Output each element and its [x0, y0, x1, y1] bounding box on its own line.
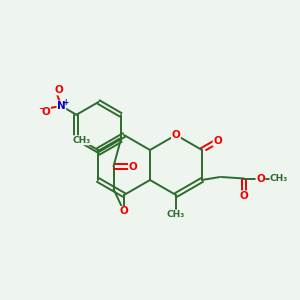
Text: O: O [213, 136, 222, 146]
Text: CH₃: CH₃ [72, 136, 90, 145]
Text: O: O [120, 206, 128, 217]
Text: O: O [129, 161, 137, 172]
Text: −: − [38, 103, 45, 112]
Text: O: O [240, 191, 248, 201]
Text: CH₃: CH₃ [270, 174, 288, 183]
Text: O: O [54, 85, 63, 95]
Text: CH₃: CH₃ [167, 210, 185, 219]
Text: N: N [57, 101, 66, 111]
Text: O: O [42, 107, 50, 117]
Text: +: + [62, 98, 68, 106]
Text: O: O [172, 130, 180, 140]
Text: O: O [256, 173, 265, 184]
